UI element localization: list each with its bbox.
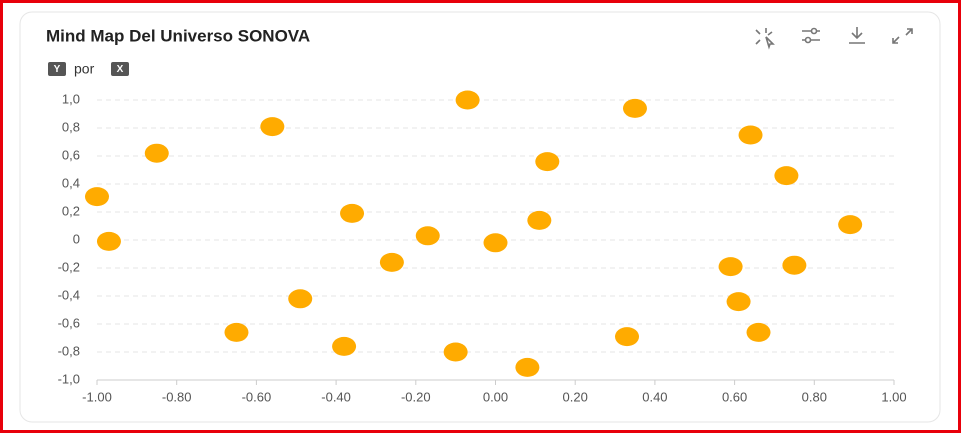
filter-tool[interactable]	[802, 27, 820, 44]
point	[838, 215, 863, 235]
point	[96, 231, 121, 251]
x-tick-label: 0.20	[563, 389, 588, 404]
y-tick-label: 0,6	[62, 147, 80, 162]
point	[746, 322, 771, 342]
x-tick-label: 0.80	[802, 389, 827, 404]
x-tick-label: -1.00	[82, 389, 112, 404]
chart-title: Mind Map Del Universo SONOVA	[46, 26, 310, 45]
x-tick-label: 0.00	[483, 389, 508, 404]
toolbar	[755, 27, 913, 50]
point	[782, 255, 807, 275]
point	[288, 289, 313, 309]
point	[615, 327, 640, 347]
point	[718, 257, 743, 277]
point	[415, 226, 440, 246]
x-tick-label: -0.60	[242, 389, 272, 404]
point	[455, 90, 480, 110]
point	[260, 117, 285, 137]
y-tick-label: -0,4	[58, 287, 80, 302]
point	[527, 210, 552, 230]
point	[144, 143, 169, 163]
y-tick-label: 0,2	[62, 203, 80, 218]
point	[622, 98, 647, 118]
card	[19, 11, 941, 423]
x-label: X	[117, 64, 124, 75]
point	[726, 292, 751, 312]
x-tick-label: -0.40	[321, 389, 351, 404]
point	[85, 187, 109, 207]
x-tick-label: 1.00	[881, 389, 906, 404]
point	[535, 152, 560, 172]
y-tick-label: -0,2	[58, 259, 80, 274]
expand-tool[interactable]	[892, 28, 913, 44]
point	[443, 342, 468, 362]
x-tick-label: 0.60	[722, 389, 747, 404]
point	[483, 233, 508, 253]
y-tick-label: -1,0	[58, 371, 80, 386]
badge	[111, 62, 129, 76]
label-joiner: por	[74, 61, 95, 77]
download-tool[interactable]	[849, 27, 865, 44]
point	[738, 125, 763, 145]
point	[515, 357, 540, 377]
x-tick-label: -0.80	[162, 389, 192, 404]
y-tick-label: 0,4	[62, 175, 80, 190]
badge	[48, 62, 66, 76]
point	[224, 322, 249, 342]
point	[340, 203, 365, 223]
y-tick-label: -0,8	[58, 343, 80, 358]
y-tick-label: -0,6	[58, 315, 80, 330]
y-label: Y	[54, 64, 61, 75]
point	[774, 166, 799, 186]
x-tick-label: 0.40	[642, 389, 667, 404]
y-tick-label: 0	[73, 231, 80, 246]
point	[379, 252, 404, 272]
select-tool[interactable]	[755, 28, 775, 50]
y-tick-label: 0,8	[62, 119, 80, 134]
y-tick-label: 1,0	[62, 91, 80, 106]
point	[332, 336, 357, 356]
x-tick-label: -0.20	[401, 389, 431, 404]
